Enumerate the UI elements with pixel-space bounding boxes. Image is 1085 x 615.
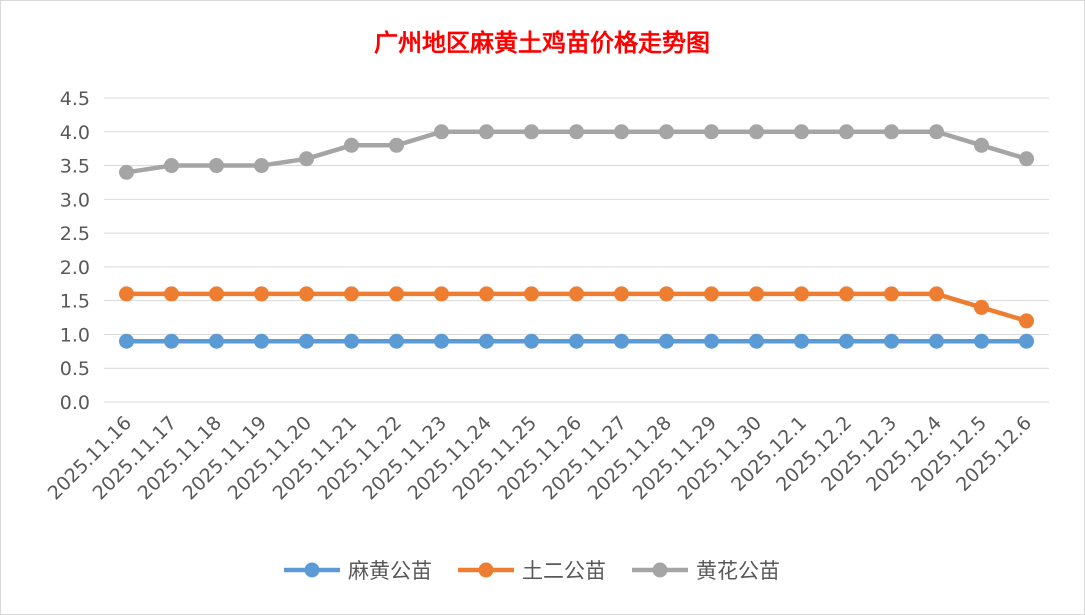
legend-entry: 土二公苗 (458, 559, 606, 583)
data-point (119, 164, 134, 180)
data-point (119, 286, 134, 302)
data-point (884, 124, 899, 140)
data-point (164, 333, 179, 349)
y-axis-ticks: 0.0 0.5 1.0 1.5 2.0 2.5 3.0 3.5 4.0 4.5 (60, 88, 90, 414)
data-point (839, 286, 854, 302)
data-point (344, 333, 359, 349)
data-point (524, 286, 539, 302)
y-tick-label: 0.0 (60, 392, 90, 414)
data-point (299, 151, 314, 167)
data-point (164, 158, 179, 174)
data-point (389, 286, 404, 302)
chart-title: 广州地区麻黄土鸡苗价格走势图 (374, 28, 710, 57)
data-point (794, 124, 809, 140)
data-point (344, 137, 359, 153)
y-tick-label: 3.5 (60, 156, 90, 178)
data-point (659, 333, 674, 349)
y-tick-label: 4.0 (60, 122, 90, 144)
data-point (254, 333, 269, 349)
legend-entry: 麻黄公苗 (284, 559, 432, 583)
data-point (839, 124, 854, 140)
series-1 (119, 333, 1034, 349)
data-point (209, 333, 224, 349)
legend-entry: 黄花公苗 (632, 559, 780, 583)
data-point (1019, 313, 1034, 329)
data-point (254, 286, 269, 302)
series-2 (119, 286, 1034, 329)
legend-marker (652, 562, 668, 578)
gridlines (104, 97, 1049, 403)
data-point (884, 333, 899, 349)
y-tick-label: 2.5 (60, 223, 90, 245)
data-point (1019, 333, 1034, 349)
data-point (434, 286, 449, 302)
data-point (524, 333, 539, 349)
data-point (704, 333, 719, 349)
data-point (344, 286, 359, 302)
series-3 (119, 124, 1034, 180)
data-point (299, 333, 314, 349)
data-point (794, 333, 809, 349)
legend: 麻黄公苗 土二公苗 黄花公苗 (284, 559, 780, 583)
data-point (524, 124, 539, 140)
data-point (974, 333, 989, 349)
series-group (119, 124, 1034, 349)
data-point (299, 286, 314, 302)
data-point (659, 286, 674, 302)
data-point (119, 333, 134, 349)
data-point (479, 333, 494, 349)
data-point (164, 286, 179, 302)
data-point (569, 333, 584, 349)
data-point (209, 286, 224, 302)
data-point (1019, 151, 1034, 167)
data-point (704, 124, 719, 140)
data-point (929, 124, 944, 140)
y-tick-label: 3.0 (60, 189, 90, 211)
data-point (389, 333, 404, 349)
y-tick-label: 1.0 (60, 324, 90, 346)
data-point (929, 286, 944, 302)
data-point (929, 333, 944, 349)
legend-label: 土二公苗 (522, 559, 606, 583)
data-point (884, 286, 899, 302)
data-point (974, 137, 989, 153)
data-point (434, 124, 449, 140)
data-point (749, 286, 764, 302)
data-point (209, 158, 224, 174)
data-point (389, 137, 404, 153)
data-point (659, 124, 674, 140)
legend-label: 麻黄公苗 (348, 559, 432, 583)
data-point (749, 124, 764, 140)
y-tick-label: 1.5 (60, 291, 90, 313)
y-tick-label: 2.0 (60, 257, 90, 279)
y-tick-label: 0.5 (60, 358, 90, 380)
data-point (974, 299, 989, 315)
data-point (749, 333, 764, 349)
data-point (569, 286, 584, 302)
data-point (614, 333, 629, 349)
x-axis-ticks: 2025.11.162025.11.172025.11.182025.11.19… (44, 412, 1036, 504)
data-point (614, 124, 629, 140)
legend-marker (478, 562, 494, 578)
data-point (254, 158, 269, 174)
data-point (794, 286, 809, 302)
data-point (479, 124, 494, 140)
data-point (569, 124, 584, 140)
legend-marker (304, 562, 320, 578)
data-point (704, 286, 719, 302)
y-tick-label: 4.5 (60, 88, 90, 110)
data-point (839, 333, 854, 349)
data-point (614, 286, 629, 302)
data-point (434, 333, 449, 349)
data-point (479, 286, 494, 302)
legend-label: 黄花公苗 (696, 559, 780, 583)
